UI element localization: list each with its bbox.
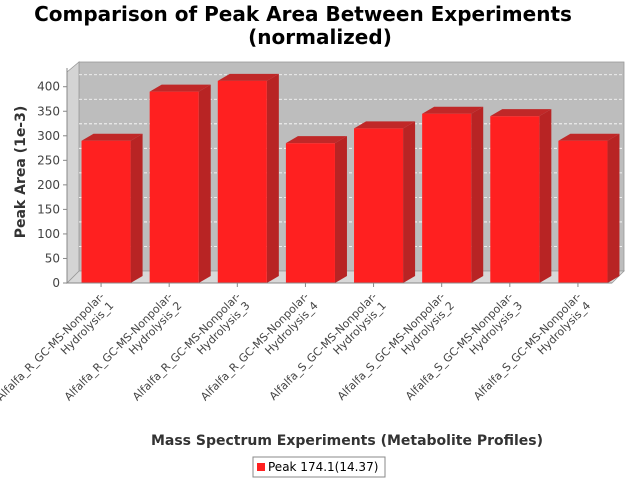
bar-front [81,140,131,283]
bar-side [471,106,484,283]
axes [63,68,612,287]
bar-front [422,113,472,283]
y-tick-label: 150 [37,202,60,216]
y-tick-label: 0 [52,276,60,290]
chart-subtitle: (normalized) [248,25,392,49]
bar-side [198,84,211,284]
x-tick-labels: Alfalfa_R_GC-MS-Nonpolar-Hydrolysis_1Alf… [0,290,593,413]
legend-swatch [257,463,265,471]
x-tick-label-line: Alfalfa_R_GC-MS-Nonpolar- [0,290,107,403]
x-axis-label: Mass Spectrum Experiments (Metabolite Pr… [151,433,543,449]
x-tick-label-line: Alfalfa_R_GC-MS-Nonpolar- [130,290,243,403]
bar-top [285,136,347,144]
bar-top [81,133,143,141]
x-tick-label: Alfalfa_R_GC-MS-Nonpolar-Hydrolysis_1 [0,290,116,413]
bar [558,133,620,283]
y-tick-label: 350 [37,104,60,118]
x-tick-label-line: Alfalfa_R_GC-MS-Nonpolar- [198,290,311,403]
x-tick-label-line: Alfalfa_S_GC-MS-Nonpolar- [267,290,380,403]
bar [285,136,347,283]
y-tick-label: 400 [37,80,60,94]
bar-top [422,106,484,114]
y-tick-label: 50 [45,251,60,265]
bar [81,133,143,283]
bar-front [149,91,199,284]
legend-label: Peak 174.1(14.37) [268,460,378,474]
bar-top [149,84,211,92]
y-tick-label: 200 [37,178,60,192]
bars [81,73,620,284]
bar-side [334,136,347,283]
x-tick-label-line: Alfalfa_S_GC-MS-Nonpolar- [403,290,516,403]
bar-side [539,109,552,284]
y-tick-label: 250 [37,153,60,167]
legend-box [252,456,386,478]
x-tick-label-line: Alfalfa_S_GC-MS-Nonpolar- [335,290,448,403]
bar-side [266,73,279,284]
y-tick-label: 100 [37,227,60,241]
bar-front [558,140,608,283]
bar-top [490,109,552,117]
bar-top [354,121,416,129]
bar-top [217,73,279,81]
bar-front [217,80,267,284]
bar-top [558,133,620,141]
bar-side [607,133,620,283]
x-tick-label-line: Alfalfa_S_GC-MS-Nonpolar- [471,290,584,403]
y-tick-label: 300 [37,129,60,143]
bar [354,121,416,283]
y-axis-label: Peak Area (1e-3) [13,106,29,239]
bar [149,84,211,284]
bar-front [354,128,404,283]
chart-title: Comparison of Peak Area Between Experime… [34,2,572,26]
bar [490,109,552,284]
bar [422,106,484,283]
bar-side [130,133,143,283]
bar [217,73,279,284]
bar-side [403,121,416,283]
bar-front [285,143,335,283]
x-tick-label-line: Alfalfa_R_GC-MS-Nonpolar- [62,290,175,403]
plot-side-wall [66,61,80,284]
y-tick-labels: 0 50 100 150 200 250 300 350 400 [37,80,60,290]
legend: Peak 174.1(14.37) [252,456,386,478]
bar-front [490,116,540,284]
